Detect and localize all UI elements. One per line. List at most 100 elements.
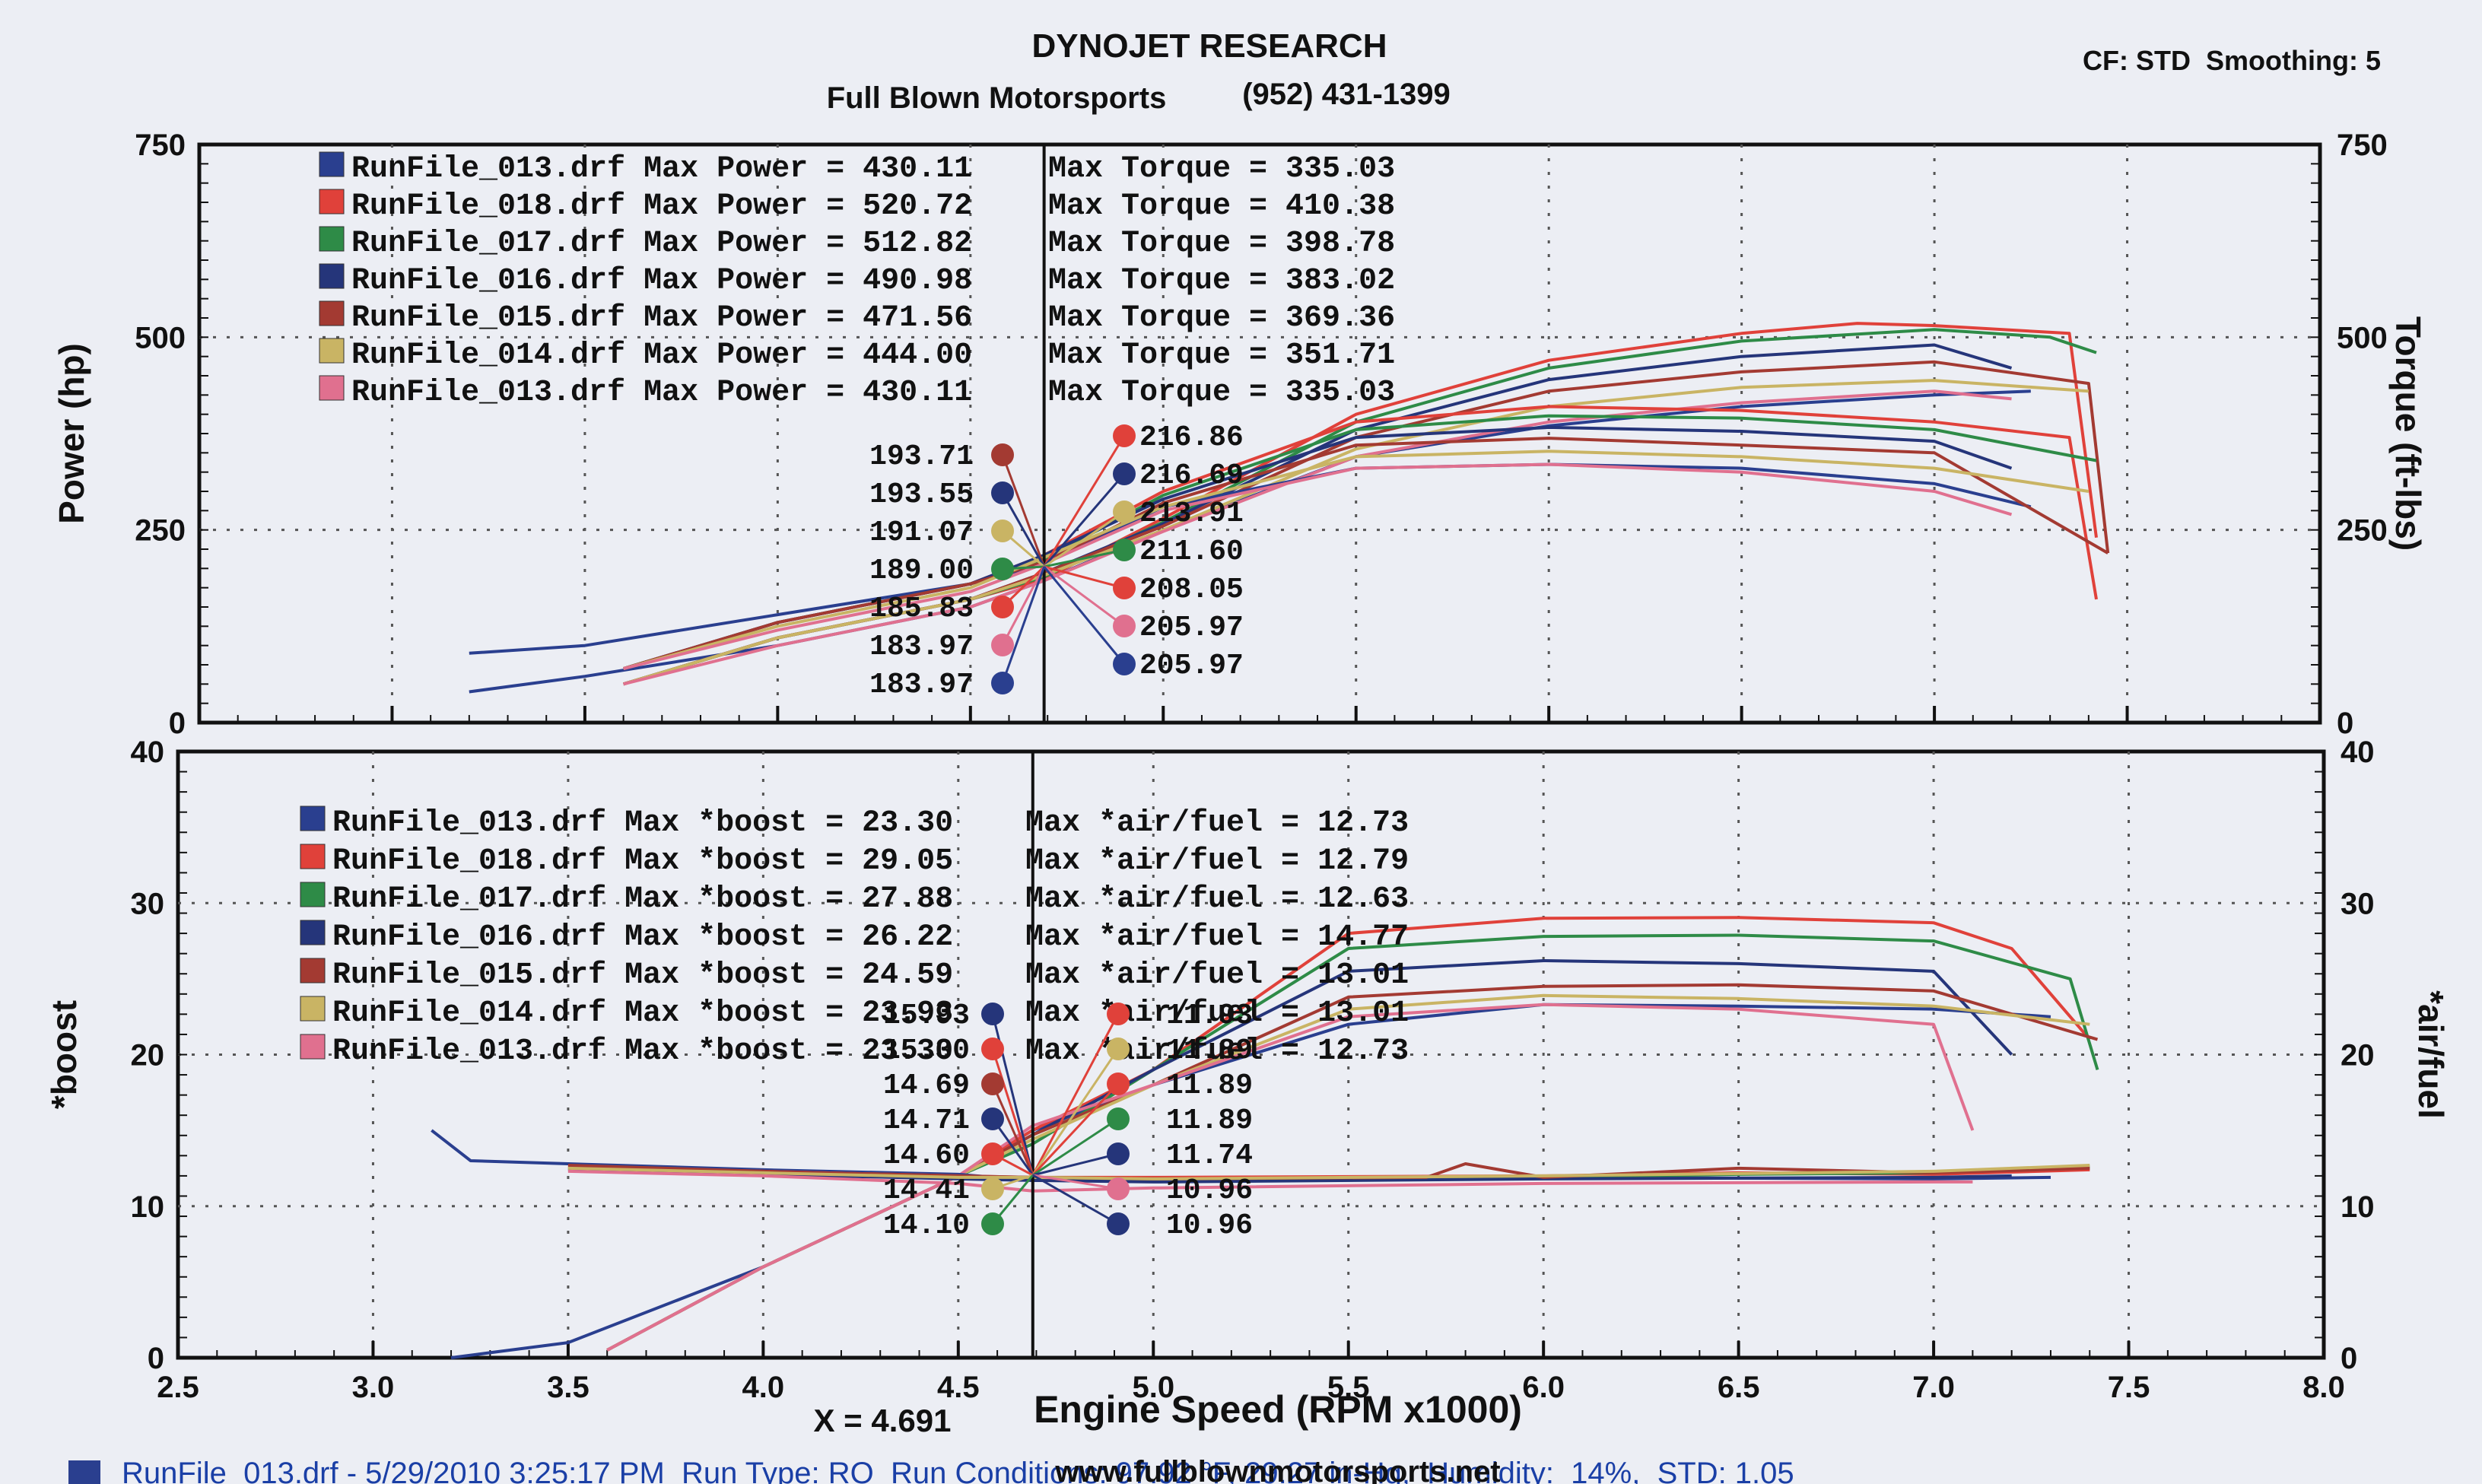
y2-tick-label: 0 — [2337, 707, 2353, 740]
x-tick-label: 5.0 — [1132, 1371, 1174, 1404]
readout-value: 11.89 — [1166, 1069, 1253, 1102]
readout-value: 10.96 — [1166, 1174, 1253, 1207]
readout-value: 11.89 — [1166, 1104, 1253, 1137]
readout-value: 211.60 — [1139, 535, 1244, 568]
x-axis-title: Engine Speed (RPM x1000) — [1034, 1388, 1522, 1431]
readout-leader — [1001, 492, 1045, 567]
y2-tick-label: 250 — [2337, 514, 2388, 548]
readout-value: 193.71 — [869, 440, 974, 473]
readout-dot — [991, 520, 1014, 542]
y-tick-label: 250 — [135, 514, 186, 548]
legend-entry: RunFile_013.drf Max *boost = 23.30 — [332, 1034, 953, 1069]
readout-leader — [1031, 1117, 1119, 1177]
power-torque-chart: 0 0 250 250 500 500 750 750 Power (hp) Torque (ft… — [52, 129, 2428, 740]
readout-value: 14.71 — [883, 1104, 970, 1137]
shop-name: Full Blown Motorsports — [827, 81, 1167, 115]
readout-dot — [1107, 1072, 1130, 1095]
readout-dot — [981, 1038, 1004, 1060]
readout-dot — [991, 634, 1014, 656]
readout-value: 11.93 — [1166, 999, 1253, 1032]
readout-leader — [1043, 435, 1126, 567]
legend-swatch — [319, 263, 345, 289]
y-tick-label: 0 — [148, 1342, 164, 1375]
readout-dot — [1113, 653, 1136, 675]
legend-entry: RunFile_018.drf Max *boost = 29.05 — [332, 844, 953, 879]
legend-entry-secondary: Max *air/fuel = 12.73 — [1025, 1034, 1409, 1069]
x-tick-label: 2.5 — [157, 1371, 199, 1404]
readout-leader — [1001, 566, 1045, 646]
readout-leader — [991, 1048, 1034, 1176]
y-axis-title: *boost — [44, 1000, 84, 1109]
readout-dot — [991, 672, 1014, 694]
readout-dot — [1107, 1177, 1130, 1200]
x-tick-label: 3.0 — [352, 1371, 395, 1404]
readout-leader — [1031, 1082, 1120, 1177]
legend-swatch — [319, 338, 345, 364]
readout-value: 185.83 — [869, 593, 974, 625]
series-line — [623, 437, 2109, 671]
readout-dot — [981, 1142, 1004, 1165]
shop-phone: (952) 431-1399 — [1242, 78, 1451, 111]
legend-swatch — [300, 1034, 326, 1060]
readout-leader — [991, 1083, 1034, 1176]
footer-run-color-swatch — [68, 1460, 100, 1484]
readout-dot — [1107, 1003, 1130, 1025]
x-tick-label: 4.5 — [937, 1371, 980, 1404]
legend-swatch — [300, 920, 326, 945]
legend-swatch — [300, 882, 326, 907]
y-tick-label: 0 — [169, 707, 186, 740]
settings-readout: CF: STD Smoothing: 5 — [2083, 45, 2381, 76]
readout-value: 183.97 — [869, 631, 974, 663]
readout-value: 11.74 — [1166, 1139, 1253, 1172]
readout-dot — [1113, 500, 1136, 523]
cursor-position-label: X = 4.691 — [814, 1403, 952, 1438]
readout-value: 193.55 — [869, 478, 974, 511]
readout-dot — [991, 481, 1014, 504]
legend-entry-secondary: Max *air/fuel = 13.01 — [1025, 958, 1409, 993]
boost-afr-chart: 2.5 3.0 3.5 4.0 4.5 5.0 5.5 6.0 6.5 7.0 7.5 8.00 010… — [44, 736, 2451, 1404]
readout-leader — [1001, 454, 1046, 567]
legend-swatch — [300, 958, 326, 984]
y2-axis-title: Torque (ft-lbs) — [2388, 316, 2428, 551]
readout-leader — [1043, 565, 1125, 628]
legend-entry-secondary: Max *air/fuel = 12.63 — [1025, 882, 1409, 917]
y-tick-label: 750 — [135, 129, 186, 162]
x-tick-label: 7.0 — [1912, 1371, 1955, 1404]
y-axis-title: Power (hp) — [52, 343, 91, 524]
report-title: DYNOJET RESEARCH — [1032, 27, 1387, 65]
legend-entry-secondary: Max Torque = 398.78 — [1048, 227, 1395, 261]
footer-run-info: RunFile_013.drf - 5/29/2010 3:25:17 PM R… — [122, 1457, 1794, 1484]
readout-dot — [991, 558, 1014, 580]
y-tick-label: 500 — [135, 321, 186, 354]
readout-dot — [1107, 1212, 1130, 1235]
readout-leader — [1043, 566, 1126, 665]
readout-dot — [1107, 1142, 1130, 1165]
y2-tick-label: 30 — [2341, 887, 2375, 920]
y-tick-label: 10 — [131, 1190, 165, 1224]
legend-swatch — [300, 996, 326, 1022]
readout-dot — [1113, 424, 1136, 447]
readout-value: 14.41 — [883, 1174, 970, 1207]
series-line — [623, 389, 2012, 686]
y-tick-label: 30 — [131, 887, 165, 920]
series-line — [567, 1169, 1973, 1193]
readout-value: 208.05 — [1139, 574, 1244, 606]
readout-leader — [1044, 548, 1125, 568]
readout-dot — [981, 1072, 1004, 1095]
y2-axis-title: *air/fuel — [2411, 990, 2451, 1119]
series-line — [606, 1003, 1975, 1352]
readout-leader — [1043, 510, 1125, 568]
legend-entry-secondary: Max Torque = 383.02 — [1048, 264, 1395, 298]
readout-value: 15.30 — [883, 1034, 970, 1067]
readout-dot — [1113, 615, 1136, 637]
legend-swatch — [319, 226, 345, 252]
readout-value: 10.96 — [1166, 1209, 1253, 1242]
legend-swatch — [319, 151, 345, 177]
y2-tick-label: 10 — [2341, 1190, 2375, 1224]
readout-value: 189.00 — [869, 555, 974, 587]
legend-entry: RunFile_017.drf Max Power = 512.82 — [351, 227, 972, 261]
legend-swatch — [300, 806, 326, 831]
readout-leader — [1032, 1174, 1119, 1190]
legend-entry-secondary: Max *air/fuel = 12.79 — [1025, 844, 1409, 879]
